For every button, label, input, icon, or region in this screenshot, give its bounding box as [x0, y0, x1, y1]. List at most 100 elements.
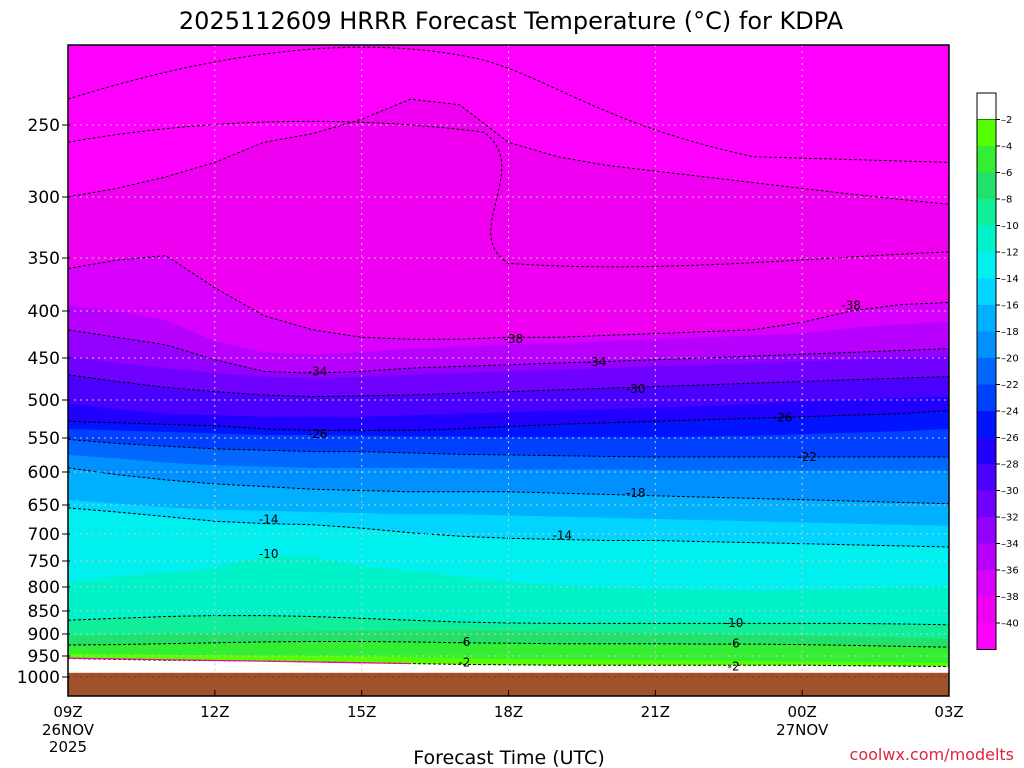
colorbar-swatch [977, 384, 996, 411]
colorbar-swatch [977, 199, 996, 226]
y-axis-ticks: 250 300 350 400 450 500 550 600 650 700 750 800 850 9… [17, 116, 70, 688]
colorbar-swatch [977, 437, 996, 464]
contour-label: -10 [724, 616, 744, 630]
colorbar-swatch [977, 331, 996, 358]
colorbar-label: –34 [1001, 539, 1019, 550]
colorbar-label: –2 [1001, 115, 1012, 126]
colorbar-frame [976, 92, 997, 650]
colorbar-label: –22 [1001, 380, 1019, 391]
y-tick-label: 450 [28, 349, 60, 369]
contour-label: -26 [773, 410, 793, 424]
colorbar-label: –30 [1001, 486, 1019, 497]
contour-label: -14 [259, 513, 279, 527]
x-tick-label: 21Z [641, 703, 670, 721]
y-tick-label: 300 [28, 188, 60, 208]
contour-label: -14 [553, 529, 573, 543]
y-tick-label: 400 [28, 302, 60, 322]
y-tick-label: 500 [28, 391, 60, 411]
colorbar-label: –16 [1001, 301, 1019, 312]
colorbar-swatch [977, 570, 996, 597]
chart-title: 2025112609 HRRR Forecast Temperature (°C… [179, 7, 844, 35]
colorbar-label: –10 [1001, 221, 1019, 232]
colorbar-swatch [977, 490, 996, 517]
colorbar-label: –28 [1001, 460, 1019, 471]
colorbar-label: –40 [1001, 619, 1019, 630]
contour-line [68, 641, 949, 648]
contour-label: -10 [259, 547, 279, 561]
x-date-label: 27NOV [776, 721, 829, 739]
contour-label: -2 [728, 660, 740, 674]
colorbar-swatch [977, 358, 996, 385]
credit-link[interactable]: coolwx.com/modelts [850, 745, 1014, 764]
colorbar-swatch [977, 146, 996, 173]
colorbar-swatch [977, 464, 996, 491]
colorbar-label: –20 [1001, 354, 1019, 365]
y-tick-label: 800 [28, 578, 60, 598]
contour-label: -6 [728, 637, 740, 651]
y-tick-label: 650 [28, 496, 60, 516]
x-axis-label: Forecast Time (UTC) [413, 747, 604, 768]
y-tick-label: 700 [28, 525, 60, 545]
y-tick-label: 350 [28, 249, 60, 269]
colorbar-label: –26 [1001, 433, 1019, 444]
x-tick-label: 15Z [347, 703, 376, 721]
colorbar-swatch [977, 305, 996, 332]
colorbar-label: –14 [1001, 274, 1019, 285]
colorbar-label: –32 [1001, 513, 1019, 524]
contour-label: -2 [458, 655, 470, 669]
contour-label: -18 [626, 486, 646, 500]
colorbar-label: –18 [1001, 327, 1019, 338]
colorbar-label: –38 [1001, 592, 1019, 603]
colorbar-label: –12 [1001, 248, 1019, 259]
x-tick-label: 18Z [494, 703, 523, 721]
colorbar-label: –4 [1001, 142, 1012, 153]
contour-label: -26 [308, 427, 328, 441]
contour-line [68, 98, 949, 205]
contour-line [68, 410, 949, 431]
colorbar-swatch [977, 623, 996, 650]
colorbar-swatch [977, 411, 996, 438]
colorbar-swatch [977, 543, 996, 570]
colorbar-swatch [977, 252, 996, 279]
gridlines [68, 45, 949, 696]
contour-label: -38 [504, 332, 524, 346]
y-tick-label: 900 [28, 625, 60, 645]
y-tick-label: 950 [28, 647, 60, 667]
colorbar-swatch [977, 172, 996, 199]
colorbar-label: –24 [1001, 407, 1019, 418]
ground [68, 672, 949, 696]
x-tick-label: 12Z [200, 703, 229, 721]
colorbar-label: –8 [1001, 195, 1012, 206]
contour-labels: -38 -38 -34 -34 -30 -26 -26 -22 -18 -14 -14 -10 -10 -… [259, 299, 861, 674]
colorbar-swatch [977, 278, 996, 305]
contour-label: -38 [841, 299, 861, 313]
colorbar: –2 –4 –6 –8 –10 –12 –14 –16 –18 –20 –22 –24 –26 –28 –3… [976, 92, 1019, 650]
surface-layer [68, 672, 949, 696]
contour-label: -34 [587, 355, 607, 369]
y-tick-label: 600 [28, 463, 60, 483]
colorbar-label: –6 [1001, 168, 1012, 179]
contour-line [68, 46, 949, 163]
x-date-label: 2025 [49, 738, 87, 756]
contour-label: -30 [626, 382, 646, 396]
colorbar-swatch [977, 225, 996, 252]
contour-label: -34 [308, 364, 328, 378]
x-tick-label: 00Z [787, 703, 816, 721]
y-tick-label: 1000 [17, 668, 60, 688]
y-tick-label: 550 [28, 429, 60, 449]
colorbar-swatch [977, 119, 996, 146]
x-tick-label: 09Z [53, 703, 82, 721]
y-tick-label: 250 [28, 116, 60, 136]
colorbar-label: –36 [1001, 566, 1019, 577]
colorbar-swatch [977, 596, 996, 623]
y-tick-label: 850 [28, 602, 60, 622]
contour-line [68, 120, 949, 268]
y-tick-label: 750 [28, 552, 60, 572]
x-tick-label: 03Z [934, 703, 963, 721]
x-date-label: 26NOV [42, 721, 95, 739]
contour-label: -6 [458, 635, 470, 649]
colorbar-swatch [977, 517, 996, 544]
contour-label: -22 [797, 450, 817, 464]
